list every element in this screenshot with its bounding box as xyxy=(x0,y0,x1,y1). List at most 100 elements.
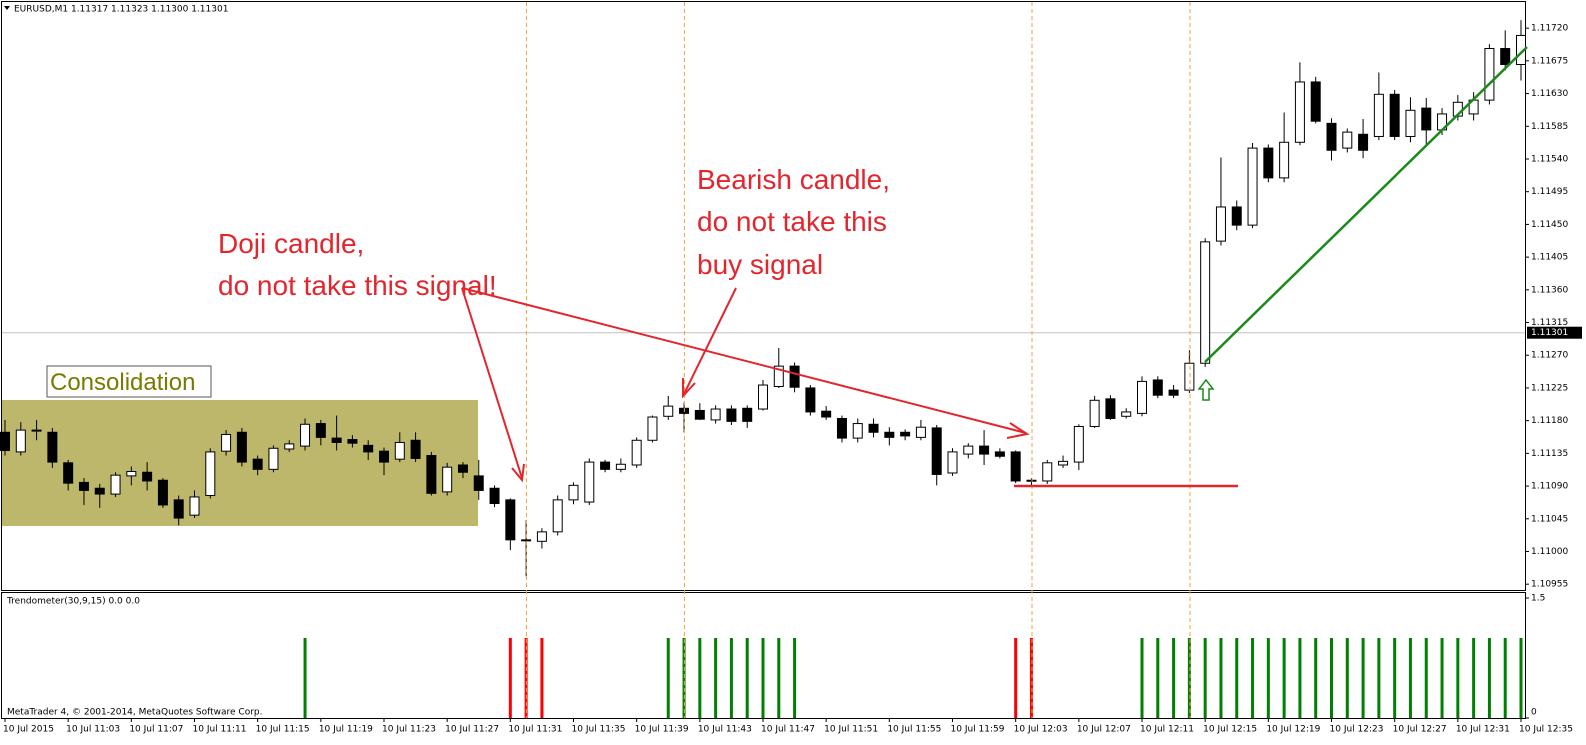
candle-body xyxy=(994,451,1005,457)
x-tick-label: 10 Jul 12:15 xyxy=(1203,725,1257,735)
indicator-bar xyxy=(1503,638,1507,718)
consolidation-label: Consolidation xyxy=(50,369,195,396)
price-panel-border xyxy=(1,1,1526,591)
y-tick-label: 1.11000 xyxy=(1531,547,1568,557)
candle-body xyxy=(836,417,847,439)
x-tick-label: 10 Jul 12:35 xyxy=(1519,725,1573,735)
indicator-bar xyxy=(540,638,544,718)
y-tick-label: 0 xyxy=(1531,708,1537,718)
arrow-head xyxy=(682,378,696,399)
arrow-head xyxy=(1006,422,1030,439)
x-tick-label: 10 Jul 11:47 xyxy=(761,725,815,735)
candle-body xyxy=(1026,479,1037,482)
candle-body xyxy=(1010,451,1021,482)
indicator-bar xyxy=(303,638,307,718)
candle-body xyxy=(663,405,674,417)
candle-body xyxy=(268,447,279,470)
indicator-bar xyxy=(714,638,718,718)
candle-body xyxy=(331,437,342,443)
candle-body xyxy=(142,471,153,482)
indicator-bar xyxy=(1519,638,1523,718)
indicator-bar xyxy=(1156,638,1160,718)
candle-body xyxy=(505,499,516,541)
candle-body xyxy=(1373,93,1384,137)
indicator-bar xyxy=(1345,638,1349,718)
x-tick-label: 10 Jul 11:15 xyxy=(256,725,310,735)
indicator-bar xyxy=(1014,638,1018,718)
marks-layer xyxy=(0,20,1526,718)
indicator-bar xyxy=(745,638,749,718)
y-tick-label: 1.11270 xyxy=(1531,351,1568,361)
y-tick-label: 1.11090 xyxy=(1531,482,1568,492)
candle-body xyxy=(1500,48,1511,66)
candle-body xyxy=(1231,206,1242,226)
candle-body xyxy=(758,384,768,410)
x-tick-label: 10 Jul 12:11 xyxy=(1140,725,1194,735)
candle-body xyxy=(1200,241,1211,364)
current-price-label: 1.11301 xyxy=(1531,328,1568,338)
y-tick-label: 1.11495 xyxy=(1531,187,1568,197)
candle-body xyxy=(236,431,247,463)
candle-body xyxy=(94,487,105,495)
candle-body xyxy=(805,387,816,413)
candle-body xyxy=(1073,425,1084,463)
indicator-bar xyxy=(1266,638,1270,718)
y-tick-label: 1.11675 xyxy=(1531,56,1568,66)
candle-body xyxy=(1279,141,1290,179)
candle-body xyxy=(284,443,295,450)
candle-body xyxy=(473,475,484,491)
candle-body xyxy=(426,455,437,494)
y-tick-label: 1.11720 xyxy=(1531,24,1568,34)
candle-body xyxy=(1326,122,1337,151)
candle-body xyxy=(979,445,990,455)
x-tick-label: 10 Jul 11:43 xyxy=(698,725,752,735)
indicator-bar xyxy=(1187,638,1191,718)
y-tick-label: 1.11540 xyxy=(1531,154,1568,164)
indicator-bar xyxy=(1408,638,1412,718)
candle-body xyxy=(173,499,184,519)
candle-body xyxy=(15,429,26,453)
annotation: do not take this xyxy=(697,206,887,237)
indicator-bar xyxy=(666,638,670,718)
signal-lines xyxy=(525,2,1191,718)
indicator-bar xyxy=(1219,638,1223,718)
candle-body xyxy=(126,471,137,477)
x-tick-label: 10 Jul 12:27 xyxy=(1393,725,1447,735)
candle-body xyxy=(1294,81,1305,143)
candle-body xyxy=(1310,81,1321,122)
candle-body xyxy=(1389,93,1400,137)
annotation: buy signal xyxy=(697,249,823,280)
indicator-bar xyxy=(777,638,781,718)
candle-body xyxy=(489,487,500,505)
candle-body xyxy=(394,441,405,460)
candle-body xyxy=(742,407,753,422)
candle-body xyxy=(615,463,626,470)
y-tick-label: 1.11045 xyxy=(1531,514,1568,524)
y-tick-label: 1.11630 xyxy=(1531,89,1568,99)
indicator-bar xyxy=(1140,638,1144,718)
y-tick-label: 1.11585 xyxy=(1531,122,1568,132)
indicator-bar xyxy=(1282,638,1286,718)
x-tick-label: 10 Jul 11:23 xyxy=(382,725,436,735)
x-tick-label: 10 Jul 2015 xyxy=(3,725,54,735)
x-tick-label: 10 Jul 11:59 xyxy=(951,725,1005,735)
candle-body xyxy=(1105,398,1116,419)
candle-body xyxy=(1184,362,1195,391)
candle-body xyxy=(78,481,89,491)
indicator-bar xyxy=(1440,638,1444,718)
x-tick-label: 10 Jul 11:31 xyxy=(508,725,562,735)
indicator-bar xyxy=(1361,638,1365,718)
indicator-bar xyxy=(1456,638,1460,718)
y-tick-label: 1.11135 xyxy=(1531,449,1568,459)
x-tick-label: 10 Jul 11:03 xyxy=(66,725,120,735)
candle-body xyxy=(347,439,358,444)
candle-body xyxy=(789,365,800,388)
indicator-bar xyxy=(761,638,765,718)
candle-body xyxy=(773,365,784,387)
footer: MetaTrader 4, © 2001-2014, MetaQuotes So… xyxy=(7,708,263,718)
current-price-badge xyxy=(1527,326,1582,339)
indicator-bar xyxy=(1314,638,1318,718)
candle-body xyxy=(821,410,832,418)
